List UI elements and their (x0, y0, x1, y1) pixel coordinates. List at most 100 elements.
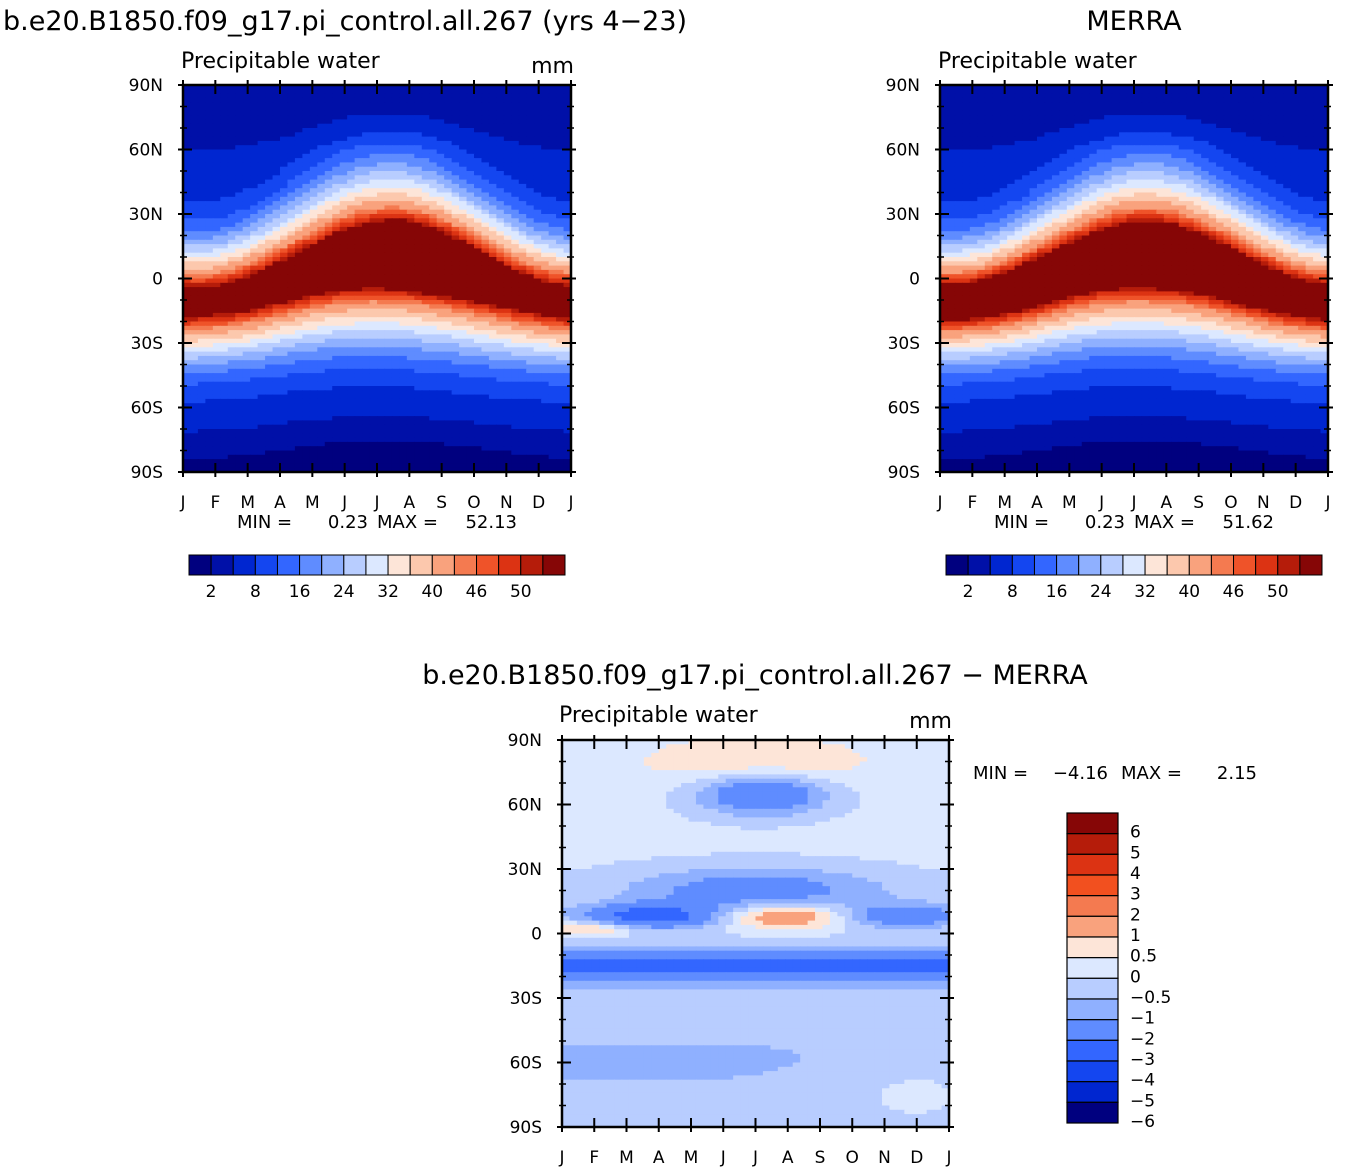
field-cell (429, 124, 437, 129)
field-cell (496, 94, 504, 99)
field-cell (526, 227, 534, 232)
field-cell (444, 390, 452, 395)
field-cell (317, 184, 325, 189)
field-cell (384, 279, 392, 284)
field-cell (190, 167, 198, 172)
field-cell (280, 279, 288, 284)
field-cell (280, 433, 288, 438)
field-cell (265, 175, 273, 180)
field-cell (519, 248, 527, 253)
field-cell (228, 360, 236, 365)
field-cell (287, 132, 295, 137)
field-cell (474, 287, 482, 292)
field-cell (377, 296, 385, 301)
field-cell (287, 145, 295, 150)
field-cell (534, 132, 542, 137)
field-cell (422, 132, 430, 137)
field-cell (481, 244, 489, 249)
colorbar-label: 32 (377, 582, 399, 602)
field-cell (444, 205, 452, 210)
field-cell (258, 154, 266, 159)
field-cell (399, 377, 407, 382)
field-cell (970, 98, 978, 103)
field-cell (273, 395, 281, 400)
field-cell (355, 309, 363, 314)
field-cell (310, 279, 318, 284)
field-cell (481, 408, 489, 413)
field-cell (489, 365, 497, 370)
field-cell (220, 395, 228, 400)
field-cell (481, 197, 489, 202)
field-cell (235, 236, 243, 241)
field-cell (377, 107, 385, 112)
field-cell (422, 227, 430, 232)
field-cell (496, 236, 504, 241)
field-cell (325, 98, 333, 103)
field-cell (220, 223, 228, 228)
field-cell (481, 330, 489, 335)
field-cell (467, 382, 475, 387)
field-cell (541, 279, 549, 284)
field-cell (422, 257, 430, 262)
field-cell (355, 102, 363, 107)
field-cell (220, 429, 228, 434)
field-cell (190, 442, 198, 447)
field-cell (519, 339, 527, 344)
field-cell (384, 227, 392, 232)
field-cell (1022, 98, 1030, 103)
field-cell (392, 266, 400, 271)
field-cell (228, 214, 236, 219)
field-cell (190, 373, 198, 378)
field-cell (295, 184, 303, 189)
field-cell (370, 175, 378, 180)
field-cell (519, 111, 527, 116)
field-cell (541, 248, 549, 253)
field-cell (399, 145, 407, 150)
field-cell (489, 240, 497, 245)
field-cell (489, 132, 497, 137)
max-value: 52.13 (465, 512, 517, 533)
field-cell (317, 94, 325, 99)
field-cell (1097, 98, 1105, 103)
field-cell (437, 365, 445, 370)
field-cell (481, 356, 489, 361)
field-cell (549, 347, 557, 352)
field-cell (429, 223, 437, 228)
field-cell (407, 343, 415, 348)
panel-merra: MERRA Precipitable water 90N60N30N030S60… (886, 6, 1333, 602)
field-cell (437, 283, 445, 288)
field-cell (317, 446, 325, 451)
field-cell (265, 266, 273, 271)
field-cell (340, 420, 348, 425)
field-cell (504, 158, 512, 163)
field-cell (347, 459, 355, 464)
field-cell (422, 223, 430, 228)
panel-title: MERRA (1086, 6, 1182, 37)
field-cell (504, 240, 512, 245)
field-cell (250, 236, 258, 241)
field-cell (228, 399, 236, 404)
field-cell (273, 416, 281, 421)
field-cell (474, 365, 482, 370)
field-cell (534, 253, 542, 258)
field-cell (444, 459, 452, 464)
field-cell (325, 274, 333, 279)
field-cell (273, 347, 281, 352)
field-cell (511, 377, 519, 382)
field-cell (504, 111, 512, 116)
field-cell (556, 382, 564, 387)
field-cell (310, 429, 318, 434)
field-cell (437, 382, 445, 387)
panel-subtitle: Precipitable water (938, 49, 1138, 74)
field-cell (467, 167, 475, 172)
field-cell (399, 124, 407, 129)
field-cell (519, 137, 527, 142)
field-cell (332, 347, 340, 352)
field-cell (407, 253, 415, 258)
field-cell (437, 257, 445, 262)
field-cell (384, 154, 392, 159)
field-cell (235, 167, 243, 172)
field-cell (399, 102, 407, 107)
field-cell (250, 244, 258, 249)
field-cell (399, 416, 407, 421)
